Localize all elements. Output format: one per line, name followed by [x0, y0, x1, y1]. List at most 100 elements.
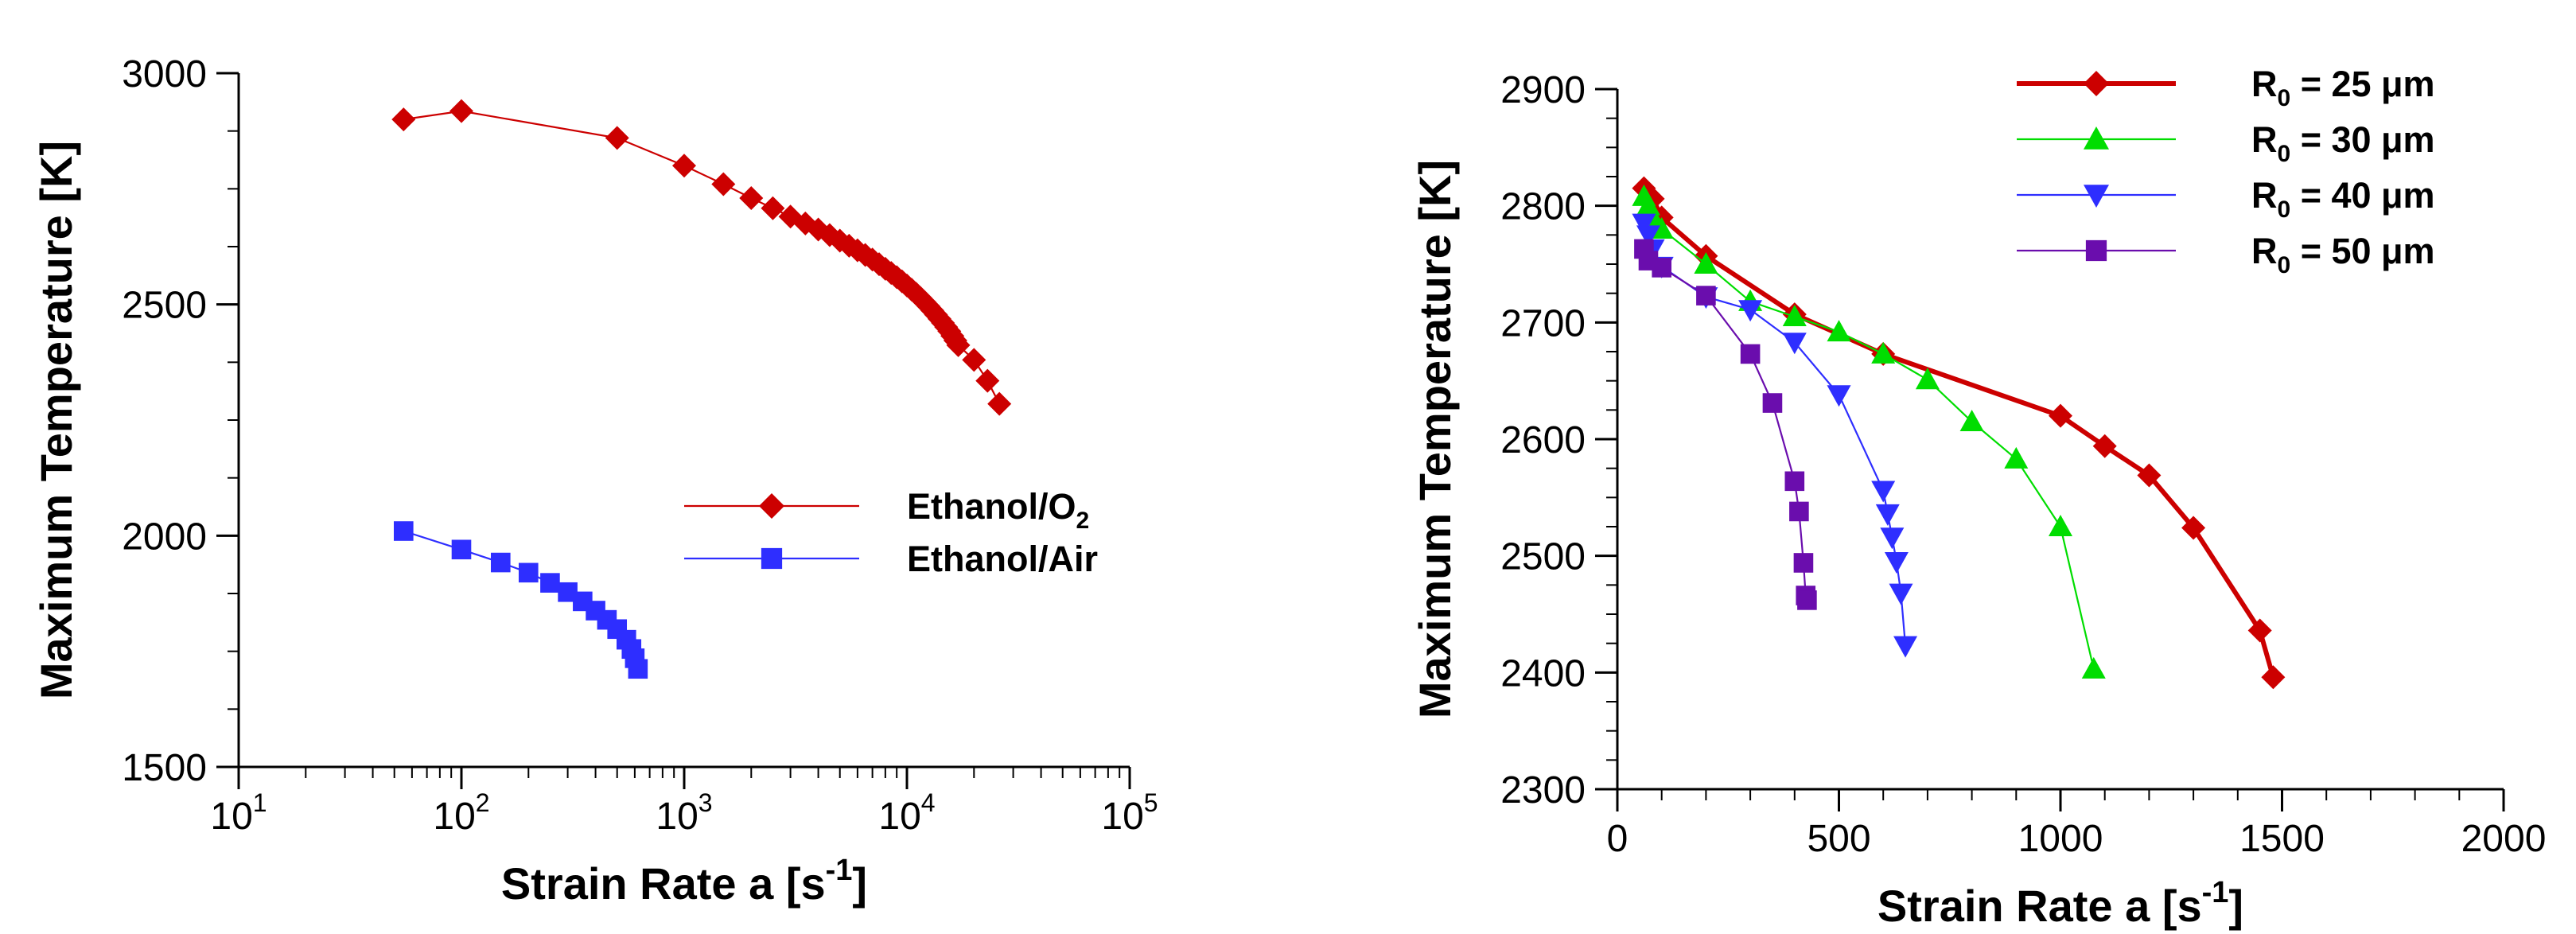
- data-point: [628, 659, 648, 679]
- legend-label: Ethanol/Air: [907, 539, 1098, 579]
- x-axis-title: Strain Rate a [s-1]: [1878, 876, 2243, 931]
- x-tick-label: 500: [1807, 818, 1870, 860]
- y-tick-label: 2000: [122, 516, 207, 558]
- data-point: [605, 126, 629, 150]
- y-tick-label: 2700: [1500, 302, 1586, 344]
- series-line: [403, 110, 1001, 405]
- data-point: [449, 99, 473, 123]
- data-point: [1959, 410, 1984, 431]
- x-tick-label: 1000: [2018, 818, 2103, 860]
- x-tick-label: 101: [210, 788, 267, 838]
- data-point: [1762, 393, 1783, 413]
- data-point: [1893, 636, 1918, 658]
- data-point: [962, 348, 986, 372]
- y-axis-title: Maximum Temperature [K]: [31, 141, 81, 699]
- legend-entry: R0 = 50 μm: [2017, 231, 2435, 278]
- data-point: [540, 573, 560, 593]
- data-point: [1784, 471, 1805, 492]
- data-point: [491, 552, 511, 573]
- data-point: [946, 333, 971, 357]
- legend-marker: [2084, 71, 2109, 96]
- data-point: [2049, 403, 2072, 428]
- data-point: [2092, 434, 2117, 458]
- data-point: [1740, 344, 1761, 364]
- data-point: [2247, 618, 2272, 643]
- series-0: [391, 99, 1012, 416]
- legend: Ethanol/O2 Ethanol/Air: [684, 486, 1098, 579]
- data-point: [451, 539, 472, 560]
- x-tick-label: 105: [1101, 788, 1158, 838]
- data-point: [1782, 333, 1807, 355]
- data-point: [1880, 527, 1905, 550]
- legend-entry: R0 = 30 μm: [2017, 119, 2435, 167]
- data-point: [2261, 665, 2286, 690]
- legend-marker: [759, 493, 784, 519]
- legend: R0 = 25 μm R0 = 30 μm R0 = 40 μm R0 = 50 μm: [2017, 64, 2435, 278]
- legend-marker: [2084, 126, 2109, 150]
- data-point: [1789, 501, 1809, 522]
- series-line: [1643, 223, 1907, 646]
- data-point: [2137, 463, 2162, 488]
- series-line: [1642, 186, 2276, 679]
- y-tick-label: 3000: [122, 53, 207, 95]
- x-tick-label: 103: [656, 788, 712, 838]
- legend-entry: Ethanol/O2: [684, 486, 1089, 534]
- data-point: [761, 196, 785, 220]
- data-point: [1915, 368, 1940, 390]
- data-point: [2049, 515, 2072, 536]
- legend-entry: Ethanol/Air: [684, 539, 1098, 579]
- y-tick-label: 2400: [1500, 652, 1586, 695]
- legend-marker: [2085, 239, 2107, 262]
- y-tick-label: 2500: [122, 285, 207, 327]
- data-point: [1875, 504, 1900, 526]
- data-point: [1884, 552, 1909, 574]
- data-point: [672, 154, 696, 178]
- x-axis-title: Strain Rate a [s-1]: [501, 854, 867, 909]
- data-point: [1636, 225, 1660, 247]
- x-tick-label: 104: [878, 788, 935, 838]
- y-tick-label: 2800: [1500, 186, 1586, 228]
- legend-label: Ethanol/O2: [907, 486, 1089, 534]
- legend-marker: [761, 547, 783, 570]
- legend-label: R0 = 50 μm: [2251, 231, 2435, 278]
- data-point: [1696, 286, 1716, 305]
- series-0: [1632, 176, 2286, 690]
- data-point: [394, 521, 414, 541]
- x-tick-label: 2000: [2461, 818, 2547, 860]
- legend-label: R0 = 30 μm: [2251, 119, 2435, 167]
- data-point: [1738, 300, 1763, 322]
- data-point: [2081, 656, 2106, 679]
- data-point: [1694, 252, 1718, 274]
- data-point: [1827, 385, 1851, 407]
- chart-left: 1500 2000 2500 3000 101 102 103 104 105 Strain Ra…: [31, 53, 1158, 909]
- data-point: [2004, 446, 2029, 469]
- chart-right: 2300 2400 2500 2600 2700 2800 2900 0 500 1000 1500…: [1410, 64, 2546, 931]
- data-point: [987, 391, 1012, 416]
- series-1: [1632, 184, 2106, 679]
- y-axis-title: Maximum Temperature [K]: [1410, 160, 1460, 718]
- legend-label: R0 = 40 μm: [2251, 175, 2435, 223]
- legend-entry: R0 = 40 μm: [2017, 175, 2435, 223]
- legend-marker: [2084, 185, 2109, 208]
- series-line: [403, 530, 639, 670]
- data-point: [975, 368, 1000, 393]
- data-point: [1793, 553, 1814, 573]
- x-tick-label: 1500: [2239, 818, 2325, 860]
- data-point: [739, 185, 764, 210]
- x-tick-label: 0: [1607, 818, 1628, 860]
- data-point: [1871, 341, 1896, 364]
- data-point: [711, 172, 736, 197]
- data-point: [793, 211, 818, 235]
- legend-label: R0 = 25 μm: [2251, 64, 2435, 111]
- y-tick-label: 2600: [1500, 419, 1586, 461]
- y-tick-label: 2900: [1500, 69, 1586, 111]
- data-point: [518, 562, 539, 583]
- data-point: [2181, 516, 2206, 540]
- data-point: [1652, 258, 1671, 278]
- data-point: [1871, 481, 1896, 503]
- data-point: [1632, 213, 1656, 235]
- y-tick-label: 2300: [1500, 769, 1586, 811]
- series-1: [394, 521, 648, 679]
- y-tick-label: 2500: [1500, 536, 1586, 578]
